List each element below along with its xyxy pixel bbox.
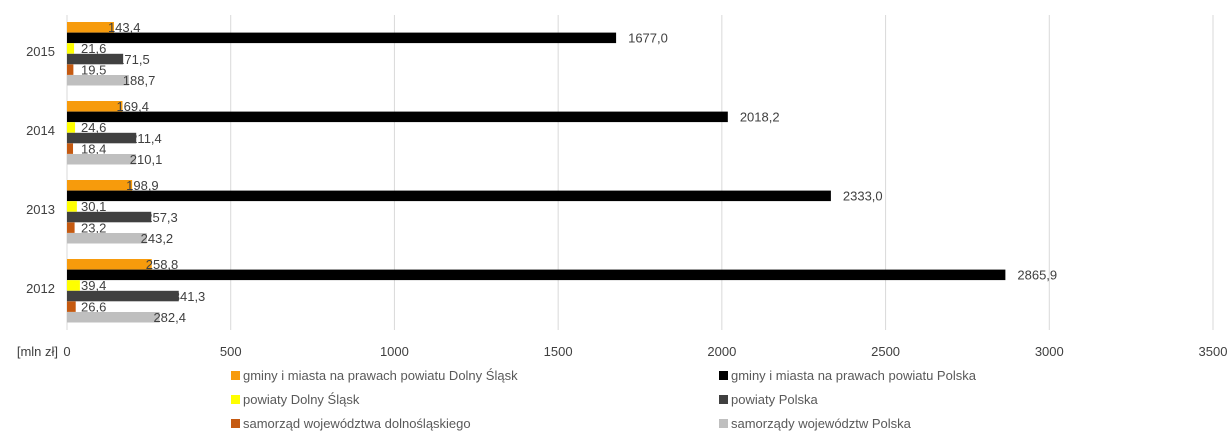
bar bbox=[67, 301, 76, 312]
x-tick-label: 1000 bbox=[380, 344, 409, 359]
bar bbox=[67, 143, 74, 154]
bar bbox=[67, 269, 1006, 281]
y-category-label: 2013 bbox=[26, 202, 55, 217]
bar bbox=[67, 101, 123, 112]
data-label: 188,7 bbox=[123, 73, 156, 88]
x-tick-label: 2500 bbox=[871, 344, 900, 359]
bar bbox=[67, 154, 136, 165]
data-label: 198,9 bbox=[126, 178, 159, 193]
x-tick-label: 3000 bbox=[1035, 344, 1064, 359]
bar bbox=[67, 233, 147, 244]
bar bbox=[67, 64, 74, 75]
bar bbox=[67, 132, 137, 144]
bar bbox=[67, 180, 133, 191]
bar bbox=[67, 190, 831, 202]
y-category-label: 2012 bbox=[26, 281, 55, 296]
bar bbox=[67, 201, 77, 212]
bar bbox=[67, 75, 129, 86]
x-axis-unit-label: [mln zł] bbox=[17, 344, 58, 359]
bar bbox=[67, 53, 124, 65]
data-label: 282,4 bbox=[153, 310, 186, 325]
y-category-label: 2014 bbox=[26, 123, 55, 138]
x-tick-label: 0 bbox=[63, 344, 70, 359]
data-label: 2865,9 bbox=[1017, 268, 1057, 283]
bar bbox=[67, 211, 152, 223]
data-label: 21,6 bbox=[81, 41, 106, 56]
data-label: 1677,0 bbox=[628, 31, 668, 46]
bar bbox=[67, 111, 728, 123]
data-label: 243,2 bbox=[141, 231, 174, 246]
data-label: 18,4 bbox=[81, 141, 106, 156]
bar bbox=[67, 122, 76, 133]
x-tick-label: 2000 bbox=[707, 344, 736, 359]
data-label: 2333,0 bbox=[843, 189, 883, 204]
data-label: 24,6 bbox=[81, 120, 106, 135]
data-label: 30,1 bbox=[81, 199, 106, 214]
x-tick-label: 3500 bbox=[1199, 344, 1228, 359]
x-tick-label: 1500 bbox=[544, 344, 573, 359]
bar bbox=[67, 43, 75, 54]
bar bbox=[67, 222, 75, 233]
data-label: 2018,2 bbox=[740, 110, 780, 125]
bar bbox=[67, 290, 179, 302]
data-label: 341,3 bbox=[173, 289, 206, 304]
data-label: 39,4 bbox=[81, 278, 106, 293]
y-category-label: 2015 bbox=[26, 44, 55, 59]
data-label: 23,2 bbox=[81, 220, 106, 235]
data-label: 143,4 bbox=[108, 20, 141, 35]
data-label: 171,5 bbox=[117, 52, 150, 67]
bar bbox=[67, 22, 114, 33]
bar bbox=[67, 259, 152, 270]
data-label: 258,8 bbox=[146, 257, 179, 272]
bar bbox=[67, 32, 617, 44]
data-label: 211,4 bbox=[130, 131, 162, 146]
data-label: 257,3 bbox=[145, 210, 178, 225]
data-label: 26,6 bbox=[81, 299, 106, 314]
data-label: 210,1 bbox=[130, 152, 163, 167]
x-tick-label: 500 bbox=[220, 344, 242, 359]
data-label: 19,5 bbox=[81, 62, 106, 77]
data-label: 169,4 bbox=[116, 99, 149, 114]
bar bbox=[67, 312, 160, 323]
bar bbox=[67, 280, 80, 291]
